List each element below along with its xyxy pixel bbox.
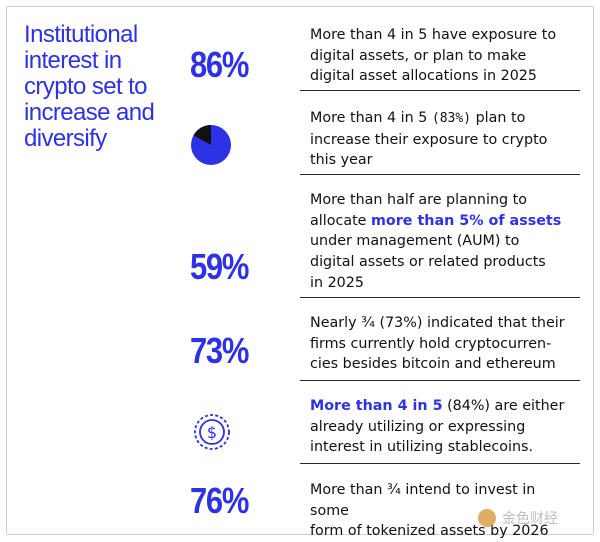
- row-1-line: digital asset allocations in 2025: [310, 68, 537, 85]
- divider: [300, 380, 580, 381]
- svg-text:$: $: [207, 423, 217, 442]
- pie-chart-icon: [191, 125, 231, 165]
- watermark-logo-icon: [478, 509, 496, 527]
- stat-76: 76%: [190, 480, 249, 521]
- row-3-highlight: more than 5% of assets: [371, 212, 562, 229]
- row-4-line: Nearly ¾ (73%) indicated that their: [310, 315, 565, 331]
- page-title: Institutional interest in crypto set to …: [24, 21, 155, 152]
- divider: [300, 174, 580, 175]
- row-1-line: digital assets, or plan to make: [310, 47, 527, 64]
- row-5-rest: (84%) are either already utilizing or ex…: [310, 398, 565, 456]
- stat-86: 86%: [190, 44, 249, 85]
- dollar-coin-icon: $: [194, 414, 230, 450]
- row-3-rest: under management (AUM) to digital assets…: [310, 233, 546, 291]
- row-4-text: Nearly ¾ (73%) indicated that their firm…: [310, 313, 576, 375]
- row-2-text: More than 4 in 5 (83%) plan to increase …: [310, 108, 576, 171]
- divider: [300, 297, 580, 298]
- row-4-line: firms currently hold cryptocurren-: [310, 335, 552, 352]
- card-frame: [6, 6, 594, 535]
- pie-remainder-slice: [193, 125, 211, 145]
- row-3-text: More than half are planning to allocate …: [310, 190, 576, 294]
- row-6-text: More than ¾ intend to invest in some for…: [310, 480, 576, 542]
- row-5-highlight: More than 4 in 5: [310, 398, 443, 414]
- row-2-percent: (83%): [431, 111, 472, 126]
- stat-73: 73%: [190, 330, 249, 371]
- divider: [300, 90, 580, 91]
- watermark-text: 金色财经: [502, 511, 558, 527]
- row-6-line: More than ¾ intend to invest in some: [310, 482, 536, 519]
- divider: [300, 463, 580, 464]
- row-2-rest: plan to increase their exposure to crypt…: [310, 110, 548, 169]
- row-1-text: More than 4 in 5 have exposure to digita…: [310, 25, 576, 87]
- row-4-line: cies besides bitcoin and ethereum: [310, 356, 556, 373]
- row-2-lead: More than 4 in 5: [310, 110, 432, 126]
- row-3-lead: More than half are planning to allocate: [310, 192, 527, 229]
- stat-59: 59%: [190, 246, 249, 287]
- row-5-text: More than 4 in 5 (84%) are either alread…: [310, 396, 576, 458]
- row-6-line: form of tokenized assets by 2026: [310, 523, 549, 540]
- watermark: 金色财经: [478, 505, 588, 531]
- row-1-line: More than 4 in 5 have exposure to: [310, 27, 557, 43]
